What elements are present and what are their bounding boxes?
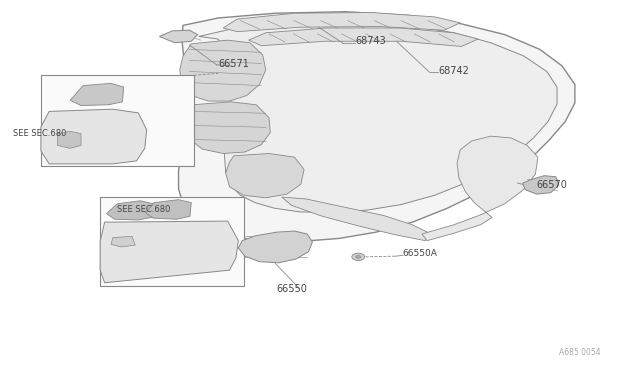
Polygon shape xyxy=(185,102,270,154)
Text: A685 0054: A685 0054 xyxy=(559,347,600,357)
Text: SEE SEC.680: SEE SEC.680 xyxy=(13,129,66,138)
Bar xyxy=(100,197,244,286)
Polygon shape xyxy=(179,12,575,241)
Polygon shape xyxy=(199,22,557,212)
Text: 68742: 68742 xyxy=(438,66,468,76)
Polygon shape xyxy=(111,236,135,247)
Text: 66550A: 66550A xyxy=(403,249,438,258)
Polygon shape xyxy=(223,13,460,32)
Circle shape xyxy=(356,256,361,259)
Polygon shape xyxy=(226,154,304,198)
Polygon shape xyxy=(523,176,559,194)
Polygon shape xyxy=(159,30,198,43)
Polygon shape xyxy=(239,231,312,263)
Polygon shape xyxy=(180,40,266,101)
Polygon shape xyxy=(248,28,478,46)
Polygon shape xyxy=(41,109,147,164)
Text: 68743: 68743 xyxy=(355,36,386,46)
Text: 66570: 66570 xyxy=(537,180,568,189)
Text: 66571: 66571 xyxy=(218,59,249,69)
Polygon shape xyxy=(422,136,538,241)
Polygon shape xyxy=(106,201,153,220)
Text: SEE SEC.680: SEE SEC.680 xyxy=(117,205,171,215)
Polygon shape xyxy=(145,200,191,219)
Polygon shape xyxy=(282,197,429,241)
Polygon shape xyxy=(70,83,124,106)
Circle shape xyxy=(352,253,365,260)
Polygon shape xyxy=(100,221,239,283)
Text: 66550: 66550 xyxy=(276,283,307,294)
Bar xyxy=(41,75,194,166)
Polygon shape xyxy=(58,131,81,148)
